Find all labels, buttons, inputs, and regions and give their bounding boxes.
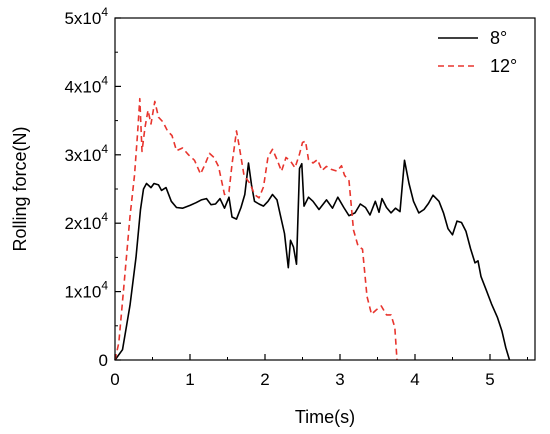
- series-line-8-deg: [114, 159, 511, 361]
- x-tick-label: 0: [110, 370, 119, 389]
- y-tick-label: 4x104: [64, 73, 108, 96]
- y-tick-label: 5x104: [64, 5, 108, 28]
- y-axis-title: Rolling force(N): [10, 126, 30, 251]
- series-line-12-deg: [114, 97, 398, 361]
- series-layer: [114, 97, 511, 361]
- legend-label-8-deg: 8°: [490, 28, 507, 48]
- axes-layer: 0 1 2 3 4 5 0 1x104 2x104 3x104 4x104 5x104: [64, 5, 528, 389]
- x-tick-label: 3: [335, 370, 344, 389]
- x-tick-label: 5: [485, 370, 494, 389]
- y-tick-label: 0: [99, 351, 108, 370]
- x-axis-title: Time(s): [295, 407, 355, 427]
- y-tick-label: 3x104: [64, 142, 108, 165]
- y-tick-label: 2x104: [64, 210, 108, 233]
- x-tick-label: 1: [185, 370, 194, 389]
- legend: 8° 12°: [438, 28, 517, 76]
- x-tick-label: 2: [260, 370, 269, 389]
- x-tick-label: 4: [410, 370, 419, 389]
- y-tick-label: 1x104: [64, 279, 108, 302]
- plot-area-frame: [114, 17, 536, 361]
- legend-label-12-deg: 12°: [490, 56, 517, 76]
